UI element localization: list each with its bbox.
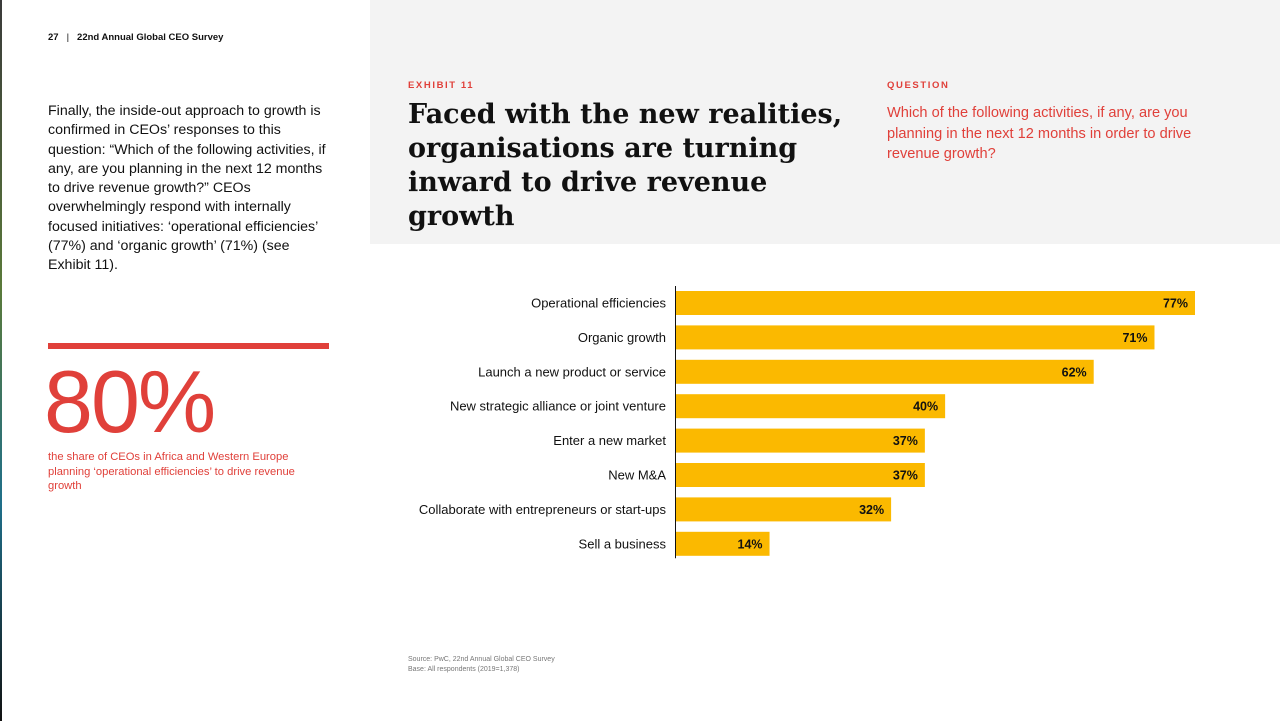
value-label: 77% [1163, 297, 1188, 311]
page-number: 27 [48, 32, 59, 43]
source-line: Source: PwC, 22nd Annual Global CEO Surv… [408, 656, 555, 663]
category-label: New M&A [608, 468, 666, 483]
bar [675, 359, 1094, 384]
bar [675, 531, 770, 556]
category-label: Operational efficiencies [531, 296, 666, 311]
category-label: Launch a new product or service [478, 364, 666, 379]
category-label: Enter a new market [553, 433, 666, 448]
stat-value: 80% [44, 352, 216, 451]
bar-chart-svg: Operational efficiencies 77% Organic growt… [419, 286, 1195, 559]
header-separator: | [66, 32, 70, 43]
value-label: 40% [913, 400, 938, 414]
question-text: Which of the following activities, if an… [887, 105, 1192, 162]
category-label: Sell a business [579, 536, 667, 551]
bar [675, 497, 892, 522]
category-label: Organic growth [578, 330, 666, 345]
question-label: QUESTION [887, 80, 950, 91]
exhibit-header-panel [370, 0, 1280, 244]
left-edge-strip [0, 0, 2, 721]
stat-description: the share of CEOs in Africa and Western … [48, 451, 295, 493]
bar [675, 394, 946, 419]
source-note: Source: PwC, 22nd Annual Global CEO Surv… [408, 655, 555, 674]
exhibit-label: EXHIBIT 11 [408, 80, 475, 91]
value-label: 37% [893, 434, 918, 448]
category-label: Collaborate with entrepreneurs or start-… [419, 502, 667, 517]
report-title: 22nd Annual Global CEO Survey [77, 32, 224, 43]
bar [675, 291, 1195, 315]
page-header: 27 | 22nd Annual Global CEO Survey [48, 32, 223, 43]
intro-paragraph: Finally, the inside-out approach to grow… [48, 103, 326, 274]
value-label: 14% [738, 537, 763, 551]
bar [675, 463, 925, 487]
base-line: Base: All respondents (2019=1,378) [408, 665, 520, 673]
stat-divider [48, 343, 329, 349]
exhibit-title: Faced with the new realities, organisati… [408, 99, 843, 232]
value-label: 62% [1062, 365, 1087, 379]
bar [675, 325, 1155, 350]
bar [675, 428, 925, 453]
value-label: 37% [893, 469, 918, 483]
bar-chart: Operational efficiencies 77% Organic growt… [400, 286, 1220, 562]
category-label: New strategic alliance or joint venture [450, 399, 666, 414]
value-label: 71% [1122, 331, 1147, 345]
value-label: 32% [859, 503, 884, 517]
